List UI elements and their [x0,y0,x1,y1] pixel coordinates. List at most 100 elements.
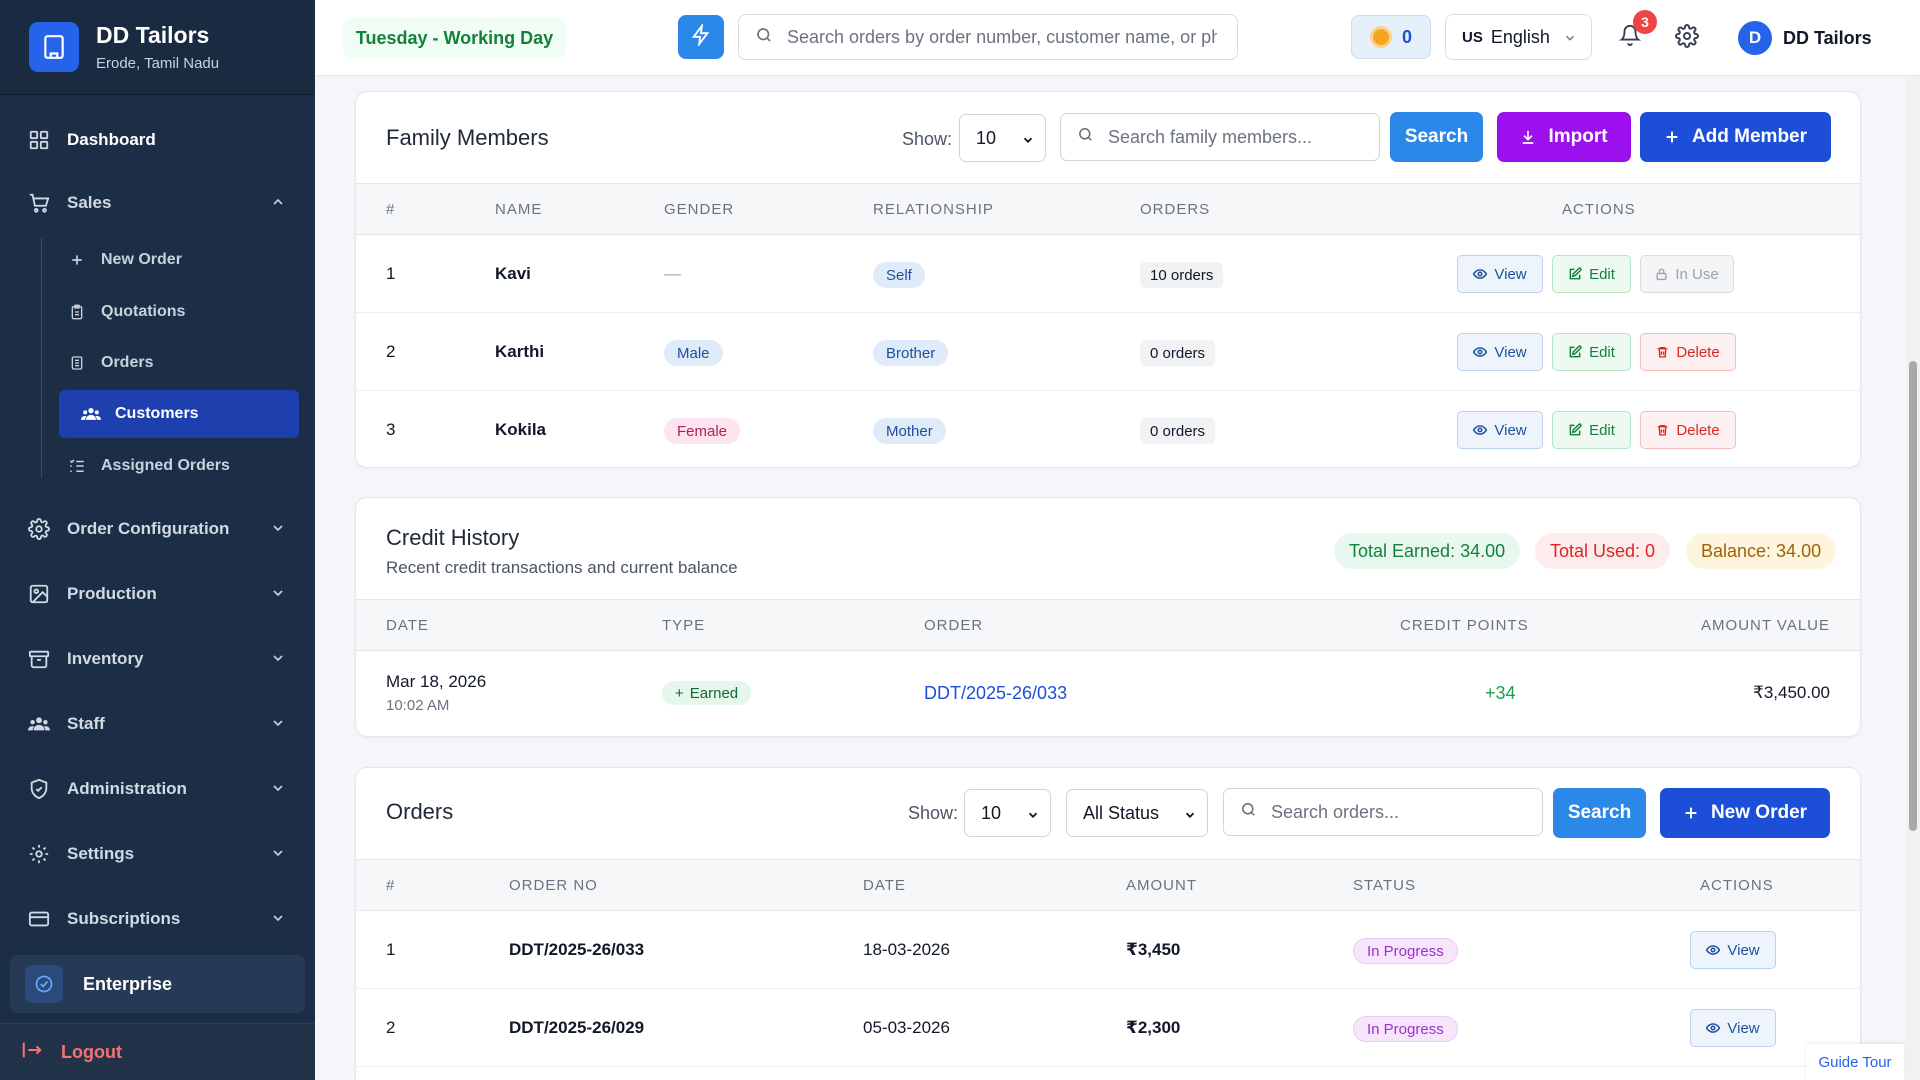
column-header: CREDIT POINTS [1400,617,1529,634]
sidebar-item-assigned-orders[interactable]: Assigned Orders [59,442,299,490]
orders-page-size-select[interactable]: 10 [964,789,1051,837]
notifications-button[interactable] [1615,22,1645,52]
credit-points: +34 [1485,683,1516,703]
search-icon [1240,801,1257,823]
credit-history-title: Credit History [386,525,520,550]
view-button[interactable]: View [1690,1009,1776,1047]
download-icon [1520,129,1536,145]
nav-label: Staff [67,714,105,733]
nav-administration[interactable]: Administration [0,771,315,807]
chevron-down-icon[interactable] [270,780,286,801]
import-button[interactable]: Import [1497,112,1631,162]
global-search-input[interactable] [787,26,1217,48]
view-button[interactable]: View [1457,255,1543,293]
nav-staff[interactable]: Staff [0,706,315,742]
member-name: Kavi [495,264,531,283]
credit-type-label: Earned [689,684,739,702]
delete-button[interactable]: Delete [1640,333,1736,371]
chevron-down-icon[interactable] [270,585,286,606]
family-page-size-select[interactable]: 10 [959,114,1046,162]
logout-button[interactable]: Logout [0,1023,315,1080]
scrollbar-thumb[interactable] [1909,361,1917,831]
nav-settings[interactable]: Settings [0,836,315,872]
nav-sales[interactable]: Sales [0,185,315,221]
edit-button[interactable]: Edit [1552,333,1631,371]
global-search[interactable] [738,14,1238,60]
new-order-button[interactable]: New Order [1660,788,1830,838]
orders-card: Orders Show: 10 All Status Search New Or… [355,767,1861,1080]
delete-button[interactable]: Delete [1640,411,1736,449]
trash-icon [1656,423,1669,437]
nav-production[interactable]: Production [0,576,315,612]
credits-button[interactable]: 0 [1351,15,1431,59]
chevron-up-icon[interactable] [270,194,286,215]
view-button[interactable]: View [1457,411,1543,449]
nav-dashboard[interactable]: Dashboard [0,122,315,158]
eye-icon [1473,345,1488,359]
eye-icon [1473,423,1488,437]
family-search[interactable] [1060,113,1380,161]
coin-icon [1369,26,1392,48]
total-used-badge: Total Used: 0 [1535,533,1671,569]
edit-button[interactable]: Edit [1552,255,1631,293]
language-select[interactable]: US English [1445,14,1592,60]
gear-icon [27,517,51,541]
edit-icon [1568,423,1582,437]
row-number: 1 [386,940,396,959]
building-icon [29,22,79,72]
gear-icon [1675,24,1699,52]
family-table-header: # NAME GENDER RELATIONSHIP ORDERS ACTION… [356,183,1860,235]
sidebar-item-orders[interactable]: Orders [59,339,299,387]
orders-search-input[interactable] [1271,801,1501,823]
user-menu[interactable]: D DD Tailors [1738,21,1872,55]
orders-search-button[interactable]: Search [1553,788,1646,838]
view-label: View [1727,1019,1760,1037]
chevron-down-icon[interactable] [270,520,286,541]
chevron-down-icon[interactable] [270,650,286,671]
family-search-input[interactable] [1108,126,1338,148]
chevron-down-icon[interactable] [270,910,286,931]
credit-amount: ₹3,450.00 [1753,683,1830,702]
order-date: 05-03-2026 [863,1018,950,1037]
status-filter-select[interactable]: All Status [1066,789,1208,837]
row-number: 3 [386,420,396,439]
column-header: STATUS [1353,877,1416,894]
check-badge-icon [25,965,63,1003]
guide-tour-button[interactable]: Guide Tour [1806,1044,1904,1080]
plan-badge[interactable]: Enterprise [10,955,305,1013]
table-row: 1 Kavi — Self 10 orders View Edit In Use [356,235,1860,313]
orders-table-header: # ORDER NO DATE AMOUNT STATUS ACTIONS [356,859,1860,911]
chevron-down-icon[interactable] [270,845,286,866]
view-label: View [1494,343,1527,361]
delete-label: Delete [1676,343,1720,361]
settings-button[interactable] [1675,24,1699,53]
sidebar-item-label: New Order [101,251,182,268]
edit-icon [1568,345,1582,359]
chevron-down-icon[interactable] [270,715,286,736]
brand-location: Erode, Tamil Nadu [96,55,220,72]
page-scrollbar[interactable] [1906,76,1920,1080]
nav-order-configuration[interactable]: Order Configuration [0,511,315,547]
sidebar-item-customers[interactable]: Customers [59,390,299,438]
notification-count-badge: 3 [1633,10,1657,34]
column-header: DATE [863,877,906,894]
column-header: NAME [495,201,543,218]
language-label: English [1490,26,1550,47]
quick-action-button[interactable] [678,15,724,59]
view-button[interactable]: View [1690,931,1776,969]
sidebar-item-quotations[interactable]: Quotations [59,288,299,336]
nav-label: Administration [67,779,187,798]
credit-order-link[interactable]: DDT/2025-26/033 [924,683,1068,703]
plus-icon [1664,129,1680,145]
family-search-button[interactable]: Search [1390,112,1483,162]
nav-dashboard-label: Dashboard [67,130,156,149]
nav-subscriptions[interactable]: Subscriptions [0,901,315,937]
credit-history-subtitle: Recent credit transactions and current b… [386,558,738,577]
sidebar-item-new-order[interactable]: New Order [59,236,299,284]
view-button[interactable]: View [1457,333,1543,371]
edit-button[interactable]: Edit [1552,411,1631,449]
add-member-button[interactable]: Add Member [1640,112,1831,162]
nav-inventory[interactable]: Inventory [0,641,315,677]
grid-icon [27,128,51,152]
orders-search[interactable] [1223,788,1543,836]
